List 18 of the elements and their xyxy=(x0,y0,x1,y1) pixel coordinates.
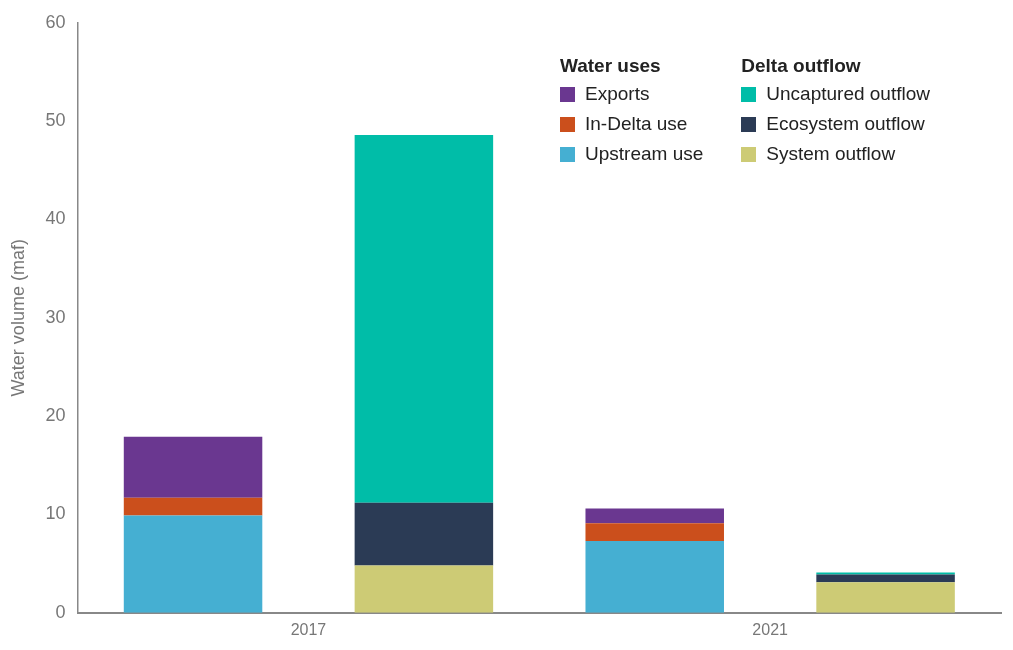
y-tick-label: 50 xyxy=(45,110,66,131)
y-tick-label: 30 xyxy=(45,306,66,327)
y-axis-title: Water volume (maf) xyxy=(7,239,28,397)
y-tick-label: 0 xyxy=(55,601,66,622)
text: Water uses xyxy=(560,55,661,76)
y-tick-label: 40 xyxy=(45,208,66,229)
legend-label: In-Delta use xyxy=(585,113,688,135)
x-tick-label: 2017 xyxy=(290,620,327,638)
y-tick-label: 10 xyxy=(45,503,66,524)
legend-label: Ecosystem outflow xyxy=(766,113,925,135)
legend-label: System outflow xyxy=(766,143,896,165)
text: Delta outflow xyxy=(741,55,861,76)
legend-label: Upstream use xyxy=(585,143,704,165)
x-tick-label: 2021 xyxy=(752,620,789,638)
y-tick-label: 20 xyxy=(45,405,66,426)
legend-label: Uncaptured outflow xyxy=(766,83,930,105)
y-tick-label: 60 xyxy=(45,11,66,32)
legend-label: Exports xyxy=(585,83,650,105)
